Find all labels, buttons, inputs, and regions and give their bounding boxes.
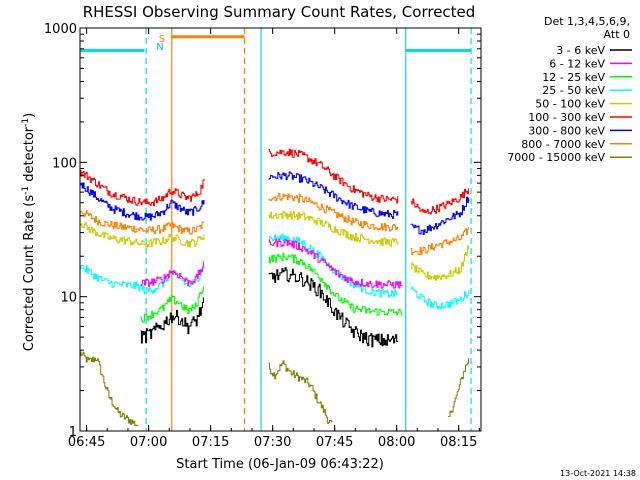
y-tick-label-2: 100	[52, 156, 77, 171]
x-tick-label-3: 07:30	[254, 435, 291, 450]
y-axis-label: Corrected Count Rate (s-1 detector-1)	[21, 113, 37, 351]
x-tick-label-5: 08:00	[378, 435, 415, 450]
series-line-0-seg1	[140, 297, 204, 344]
y-tick-label-0: 1	[69, 425, 77, 440]
series-line-1-seg1	[140, 261, 204, 288]
footer-date: 13-Oct-2021 14:38	[560, 469, 636, 478]
y-tick-label-1: 10	[60, 291, 77, 306]
legend-label-2: 12 - 25 keV	[542, 71, 605, 84]
saa-flag-label: S	[159, 34, 165, 45]
series-0	[140, 267, 399, 348]
x-tick-label-2: 07:15	[192, 435, 229, 450]
legend-label-6: 300 - 800 keV	[528, 124, 605, 137]
series-line-8-seg3	[447, 358, 470, 417]
series-line-0-seg2	[268, 267, 399, 348]
series-line-8-seg1	[80, 351, 139, 427]
legend-label-7: 800 - 7000 keV	[521, 138, 605, 151]
series-line-1-seg2	[268, 238, 403, 289]
series-4	[80, 210, 470, 281]
series-7	[80, 192, 470, 256]
series-line-2-seg2	[268, 252, 403, 316]
series-2	[140, 252, 403, 323]
series-line-8-seg2	[268, 360, 333, 424]
legend-label-5: 100 - 300 keV	[528, 111, 605, 124]
plot-frame	[79, 27, 482, 432]
series-line-3-seg3	[410, 286, 470, 310]
series-line-7-seg1	[80, 210, 205, 235]
night-flag-label: N	[156, 42, 163, 53]
series-3	[80, 233, 470, 310]
legend-label-0: 3 - 6 keV	[556, 44, 605, 57]
series-line-3-seg1	[80, 264, 205, 294]
series-line-7-seg3	[410, 227, 470, 256]
x-tick-label-0: 06:45	[68, 435, 105, 450]
series-line-5-seg3	[410, 188, 470, 215]
legend-header-1: Det 1,3,4,5,6,9,	[544, 15, 630, 28]
series-line-5-seg2	[268, 148, 399, 204]
y-tick-label-3: 1000	[44, 22, 77, 37]
series-5	[80, 148, 470, 215]
x-axis-label: Start Time (06-Jan-09 06:43:22)	[176, 457, 384, 472]
plot-area	[80, 28, 472, 431]
series-6	[80, 171, 470, 235]
series-line-5-seg1	[80, 169, 205, 207]
series-line-6-seg2	[268, 171, 399, 219]
series-1	[140, 238, 403, 289]
x-tick-label-4: 07:45	[316, 435, 353, 450]
series-line-4-seg1	[80, 222, 205, 248]
legend-label-8: 7000 - 15000 keV	[507, 151, 605, 164]
legend-label-4: 50 - 100 keV	[535, 98, 605, 111]
legend-header-2: Att 0	[604, 28, 630, 41]
series-line-2-seg1	[140, 286, 204, 323]
series-line-6-seg3	[410, 196, 470, 235]
x-tick-label-1: 07:00	[130, 435, 167, 450]
legend-label-3: 25 - 50 keV	[542, 84, 605, 97]
series-8	[80, 351, 470, 427]
series-line-4-seg3	[410, 245, 470, 281]
series-line-3-seg2	[268, 233, 399, 298]
x-axis: 06:45 07:00 07:15 07:30 07:45 08:00 08:15	[68, 28, 480, 450]
series-line-7-seg2	[268, 192, 399, 232]
series-line-4-seg2	[268, 210, 399, 247]
series-line-6-seg1	[80, 182, 205, 221]
x-tick-label-6: 08:15	[440, 435, 477, 450]
y-axis: 1 10 100 1000	[44, 22, 481, 440]
chart-title: RHESSI Observing Summary Count Rates, Co…	[83, 3, 476, 21]
legend-label-1: 6 - 12 keV	[549, 57, 605, 70]
